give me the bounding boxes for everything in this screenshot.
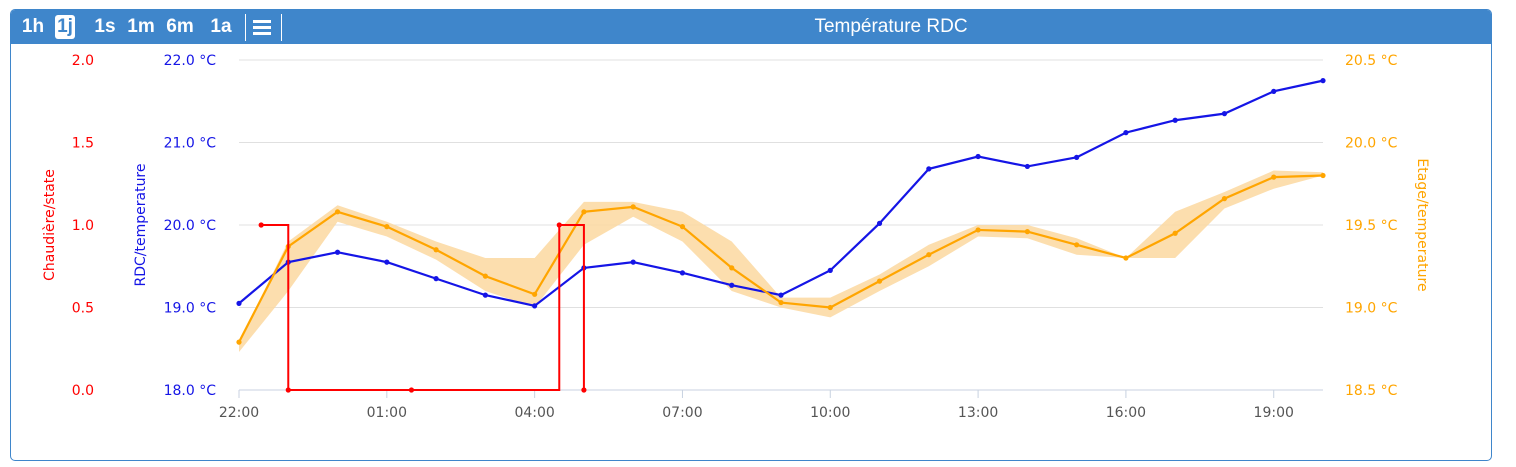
rdc-point — [384, 259, 390, 265]
chaudiere-point — [581, 387, 587, 393]
range-button-1a[interactable]: 1a — [210, 16, 232, 37]
rdc-point — [334, 249, 341, 255]
rdc-axis-title: RDC/temperature — [133, 164, 149, 287]
etage-tick-label: 20.0 °C — [1345, 136, 1398, 152]
etage-point — [729, 265, 735, 271]
etage-tick-label: 19.5 °C — [1345, 218, 1398, 234]
x-tick-label: 19:00 — [1254, 405, 1294, 421]
etage-point — [926, 252, 932, 258]
etage-point — [827, 304, 833, 311]
chart-panel: 1h 1j 1s 1m 6m 1a Température RDC — [10, 9, 1492, 461]
range-button-1m[interactable]: 1m — [127, 16, 155, 37]
x-tick-label: 16:00 — [1106, 405, 1146, 421]
chaudiere-tick-label: 2.0 — [72, 53, 94, 69]
rdc-tick-label: 20.0 °C — [164, 218, 217, 234]
etage-line — [238, 174, 1324, 343]
range-button-1j[interactable]: 1j — [55, 15, 75, 39]
rdc-tick-label: 18.0 °C — [164, 383, 217, 399]
x-tick-label: 04:00 — [514, 405, 554, 421]
x-tick-label: 01:00 — [367, 405, 407, 421]
rdc-point — [1172, 117, 1178, 123]
etage-range-band — [239, 170, 1323, 353]
etage-tick-label: 18.5 °C — [1345, 383, 1398, 399]
range-button-6m[interactable]: 6m — [166, 16, 194, 37]
rdc-tick-label: 22.0 °C — [164, 53, 217, 69]
rdc-point — [433, 276, 439, 282]
chart-header: 1h 1j 1s 1m 6m 1a Température RDC — [11, 10, 1491, 44]
etage-point — [876, 278, 883, 284]
x-tick-label: 07:00 — [662, 405, 702, 421]
rdc-point — [532, 303, 538, 309]
x-tick-label: 10:00 — [810, 405, 850, 421]
rdc-line — [238, 79, 1324, 308]
etage-point — [384, 224, 390, 230]
chaudiere-point — [556, 222, 562, 228]
separator-left — [245, 14, 246, 41]
etage-point — [532, 291, 538, 297]
chaudiere-tick-label: 0.5 — [72, 301, 94, 317]
chaudiere-line — [261, 224, 585, 391]
chaudiere-point — [285, 387, 291, 393]
etage-point — [236, 339, 242, 345]
chaudiere-point — [258, 222, 264, 228]
etage-point — [630, 204, 636, 210]
separator-right — [281, 14, 282, 41]
rdc-tick-label: 21.0 °C — [164, 136, 217, 152]
rdc-tick-label: 19.0 °C — [164, 301, 217, 317]
rdc-point — [1123, 130, 1129, 136]
rdc-point — [236, 300, 242, 306]
rdc-point — [679, 270, 686, 276]
rdc-point — [926, 166, 932, 172]
chaudiere-axis-title: Chaudière/state — [42, 169, 58, 281]
etage-point — [334, 209, 341, 215]
etage-point — [1271, 174, 1277, 180]
rdc-point — [1024, 163, 1030, 170]
x-tick-label: 13:00 — [958, 405, 998, 421]
etage-point — [1024, 229, 1030, 235]
rdc-point — [1271, 88, 1277, 94]
etage-point — [581, 209, 587, 215]
etage-point — [1123, 255, 1129, 261]
rdc-point — [975, 153, 981, 160]
etage-axis-title: Etage/temperature — [1414, 158, 1430, 291]
etage-point — [778, 299, 784, 306]
rdc-point — [1320, 78, 1326, 84]
range-button-1s[interactable]: 1s — [94, 16, 116, 37]
etage-point — [1074, 242, 1080, 248]
etage-point — [1172, 230, 1178, 236]
chart-title: Température RDC — [814, 16, 968, 37]
etage-tick-label: 19.0 °C — [1345, 301, 1398, 317]
rdc-point — [482, 292, 488, 298]
rdc-point — [876, 220, 883, 226]
rdc-point — [630, 259, 636, 265]
chaudiere-tick-label: 1.0 — [72, 218, 94, 234]
rdc-point — [827, 267, 833, 273]
hamburger-menu-icon[interactable] — [249, 15, 275, 39]
etage-point — [433, 247, 439, 253]
etage-point — [482, 273, 488, 279]
rdc-point — [1074, 154, 1080, 160]
etage-point — [1221, 196, 1228, 202]
chaudiere-tick-label: 0.0 — [72, 383, 94, 399]
rdc-point — [778, 292, 784, 298]
etage-point — [679, 224, 686, 230]
etage-tick-label: 20.5 °C — [1345, 53, 1398, 69]
chaudiere-tick-label: 1.5 — [72, 136, 94, 152]
etage-point — [975, 227, 981, 233]
range-button-1h[interactable]: 1h — [21, 16, 45, 37]
rdc-point — [729, 282, 735, 288]
chaudiere-point — [408, 387, 415, 393]
x-tick-label: 22:00 — [219, 405, 259, 421]
rdc-point — [1221, 111, 1228, 117]
etage-point — [1320, 172, 1326, 179]
